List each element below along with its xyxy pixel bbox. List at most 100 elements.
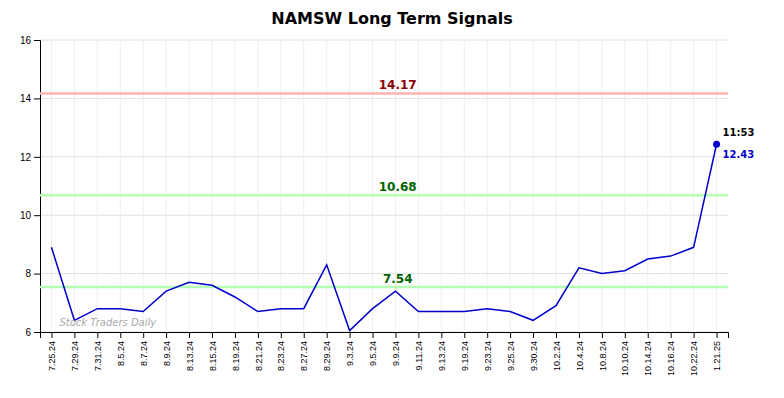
x-tick: 8.19.24 <box>231 332 241 371</box>
x-tick-label: 10.22.24 <box>689 341 699 376</box>
x-tick-label: 10.4.24 <box>575 341 585 371</box>
x-tick-label: 10.16.24 <box>666 341 676 376</box>
x-tick-label: 9.5.24 <box>368 341 378 366</box>
x-tick-mark <box>694 332 695 338</box>
x-tick: 7.29.24 <box>70 332 80 371</box>
x-tick: 8.13.24 <box>185 332 195 371</box>
x-tick-mark <box>51 332 52 338</box>
x-tick-mark <box>74 332 75 338</box>
x-tick: 10.10.24 <box>620 332 630 376</box>
x-tick-mark <box>648 332 649 338</box>
y-tick-label: 6 <box>25 327 31 338</box>
x-tick-label: 9.13.24 <box>437 341 447 371</box>
x-tick: 9.3.24 <box>345 332 355 366</box>
x-tick-mark <box>212 332 213 338</box>
x-tick-label: 9.3.24 <box>345 341 355 366</box>
x-tick-label: 9.11.24 <box>414 341 424 370</box>
x-tick-mark <box>717 332 718 338</box>
x-tick: 9.25.24 <box>506 332 516 371</box>
x-tick-mark <box>373 332 374 338</box>
x-tick-label: 8.15.24 <box>208 341 218 371</box>
x-tick: 1.21.25 <box>712 332 722 371</box>
reference-label: 7.54 <box>383 272 413 286</box>
x-tick-label: 9.30.24 <box>529 341 539 371</box>
x-tick-label: 8.9.24 <box>162 341 172 366</box>
y-tick-label: 14 <box>20 93 32 104</box>
x-tick-mark <box>120 332 121 338</box>
y-tick: 6 <box>25 327 40 338</box>
reference-label: 14.17 <box>379 78 417 92</box>
reference-line <box>40 194 728 197</box>
y-tick: 10 <box>20 210 40 221</box>
y-axis: 6810121416 <box>20 35 41 338</box>
x-tick-label: 10.14.24 <box>643 341 653 376</box>
x-tick: 10.16.24 <box>666 332 676 376</box>
watermark: Stock Traders Daily <box>59 317 157 328</box>
x-tick-label: 8.21.24 <box>254 341 264 371</box>
reference-line <box>40 92 728 95</box>
x-tick-mark <box>533 332 534 338</box>
x-tick: 9.11.24 <box>414 332 424 370</box>
x-tick: 8.21.24 <box>254 332 264 371</box>
price-line <box>51 144 716 330</box>
marks <box>40 93 728 330</box>
x-tick-label: 1.21.25 <box>712 341 722 371</box>
x-tick: 10.14.24 <box>643 332 653 376</box>
y-tick-mark <box>34 98 40 99</box>
x-tick: 10.22.24 <box>689 332 699 376</box>
x-tick-label: 10.8.24 <box>598 341 608 371</box>
labels: 14.1710.687.5411:5312.43Stock Traders Da… <box>59 78 754 328</box>
x-tick-label: 10.10.24 <box>620 341 630 376</box>
x-tick-label: 8.7.24 <box>139 341 149 366</box>
x-tick-label: 7.25.24 <box>47 341 57 371</box>
x-tick-mark <box>281 332 282 338</box>
x-tick-mark <box>418 332 419 338</box>
x-tick-label: 10.2.24 <box>552 341 562 371</box>
x-tick: 8.9.24 <box>162 332 172 366</box>
x-tick: 8.7.24 <box>139 332 149 366</box>
x-tick: 8.29.24 <box>322 332 332 371</box>
x-tick-label: 7.31.24 <box>93 341 103 371</box>
x-tick-mark <box>602 332 603 338</box>
x-tick-mark <box>97 332 98 338</box>
x-tick: 7.31.24 <box>93 332 103 371</box>
x-tick-mark <box>556 332 557 338</box>
x-tick-label: 8.23.24 <box>276 341 286 371</box>
y-tick-label: 10 <box>20 210 32 221</box>
y-tick-label: 16 <box>20 35 32 46</box>
x-tick-label: 8.13.24 <box>185 341 195 371</box>
x-axis-line <box>41 333 729 339</box>
y-tick: 14 <box>20 93 40 104</box>
x-tick: 8.5.24 <box>116 332 126 366</box>
y-tick-mark <box>34 332 40 333</box>
x-tick-mark <box>166 332 167 338</box>
x-tick: 7.25.24 <box>47 332 57 371</box>
x-tick: 9.30.24 <box>529 332 539 371</box>
x-tick-label: 9.19.24 <box>460 341 470 371</box>
x-axis: 7.25.24 7.29.24 7.31.24 8.5.24 8.7.24 8.9.24 8… <box>41 332 729 376</box>
y-tick-mark <box>34 157 40 158</box>
grid <box>40 40 728 332</box>
y-tick: 8 <box>25 268 40 279</box>
x-tick: 9.13.24 <box>437 332 447 371</box>
x-tick-mark <box>671 332 672 338</box>
x-tick-label: 8.29.24 <box>322 341 332 371</box>
x-tick-mark <box>579 332 580 338</box>
y-tick-mark <box>34 215 40 216</box>
x-tick-mark <box>625 332 626 338</box>
x-tick-mark <box>441 332 442 338</box>
x-tick: 8.23.24 <box>276 332 286 371</box>
last-point-value: 12.43 <box>723 149 755 160</box>
x-tick: 9.23.24 <box>483 332 493 371</box>
x-tick-label: 7.29.24 <box>70 341 80 371</box>
x-tick-label: 8.19.24 <box>231 341 241 371</box>
x-tick-mark <box>143 332 144 338</box>
reference-label: 10.68 <box>379 180 417 194</box>
x-tick-label: 8.5.24 <box>116 341 126 366</box>
x-tick: 9.9.24 <box>391 332 401 366</box>
x-tick: 10.4.24 <box>575 332 585 371</box>
y-axis-line <box>34 41 41 333</box>
chart: NAMSW Long Term Signals7.25.247.29.247.3… <box>0 0 784 398</box>
x-tick-mark <box>258 332 259 338</box>
x-tick-mark <box>510 332 511 338</box>
